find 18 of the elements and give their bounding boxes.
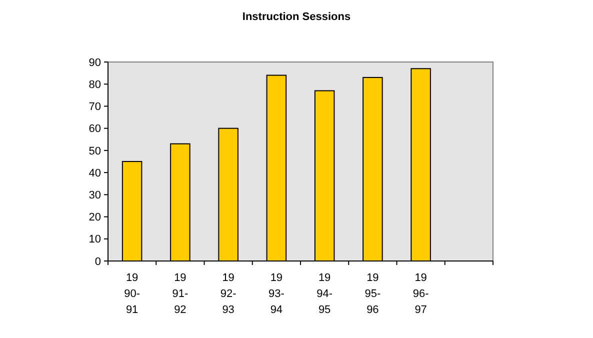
x-tick-label: 19 91- 92	[172, 272, 188, 316]
y-tick-label: 10	[88, 234, 101, 246]
y-tick-label: 70	[88, 101, 101, 114]
y-tick-label: 30	[88, 190, 101, 202]
x-tick-label: 19 93- 94	[268, 272, 285, 316]
y-tick-label: 0	[94, 256, 101, 268]
y-tick-label: 60	[88, 123, 101, 136]
x-tick-label: 19 95- 96	[364, 272, 381, 316]
x-tick-label: 19 94- 95	[316, 272, 333, 316]
y-tick-label: 80	[88, 78, 101, 91]
y-tick-label: 50	[88, 145, 101, 158]
y-tick-label: 90	[88, 56, 101, 69]
chart-title: Instruction Sessions	[242, 11, 351, 23]
y-tick-label: 40	[88, 167, 101, 180]
x-tick-label: 19 90- 91	[124, 272, 140, 316]
y-tick-label: 20	[88, 212, 101, 224]
x-tick-label: 19 92- 93	[220, 272, 237, 316]
x-tick-label: 19 96- 97	[412, 272, 430, 316]
